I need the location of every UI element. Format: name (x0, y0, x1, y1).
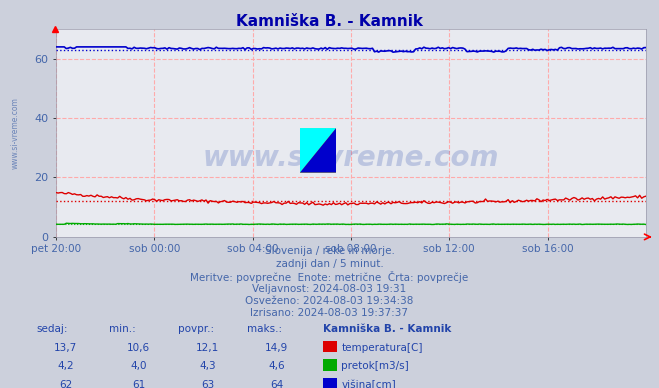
Text: Meritve: povprečne  Enote: metrične  Črta: povprečje: Meritve: povprečne Enote: metrične Črta:… (190, 271, 469, 283)
Text: 13,7: 13,7 (54, 343, 78, 353)
Text: 14,9: 14,9 (265, 343, 289, 353)
Text: min.:: min.: (109, 324, 136, 334)
Polygon shape (300, 128, 336, 173)
Text: 62: 62 (59, 380, 72, 388)
Text: Osveženo: 2024-08-03 19:34:38: Osveženo: 2024-08-03 19:34:38 (245, 296, 414, 306)
Text: Kamniška B. - Kamnik: Kamniška B. - Kamnik (236, 14, 423, 29)
Text: temperatura[C]: temperatura[C] (341, 343, 423, 353)
Text: www.si-vreme.com: www.si-vreme.com (203, 144, 499, 172)
Text: www.si-vreme.com: www.si-vreme.com (11, 97, 19, 169)
Text: Kamniška B. - Kamnik: Kamniška B. - Kamnik (323, 324, 451, 334)
Text: 4,0: 4,0 (130, 361, 147, 371)
Text: 61: 61 (132, 380, 145, 388)
Text: Veljavnost: 2024-08-03 19:31: Veljavnost: 2024-08-03 19:31 (252, 284, 407, 294)
Text: 63: 63 (201, 380, 214, 388)
Text: 4,3: 4,3 (199, 361, 216, 371)
Text: višina[cm]: višina[cm] (341, 380, 396, 388)
Text: 10,6: 10,6 (127, 343, 150, 353)
Text: sedaj:: sedaj: (36, 324, 68, 334)
Text: zadnji dan / 5 minut.: zadnji dan / 5 minut. (275, 259, 384, 269)
Text: povpr.:: povpr.: (178, 324, 214, 334)
Text: maks.:: maks.: (247, 324, 282, 334)
Polygon shape (300, 128, 336, 173)
Text: pretok[m3/s]: pretok[m3/s] (341, 361, 409, 371)
Text: Slovenija / reke in morje.: Slovenija / reke in morje. (264, 246, 395, 256)
Polygon shape (300, 128, 336, 173)
Text: 64: 64 (270, 380, 283, 388)
Text: Izrisano: 2024-08-03 19:37:37: Izrisano: 2024-08-03 19:37:37 (250, 308, 409, 319)
Text: 4,2: 4,2 (57, 361, 74, 371)
Text: 4,6: 4,6 (268, 361, 285, 371)
Text: 12,1: 12,1 (196, 343, 219, 353)
